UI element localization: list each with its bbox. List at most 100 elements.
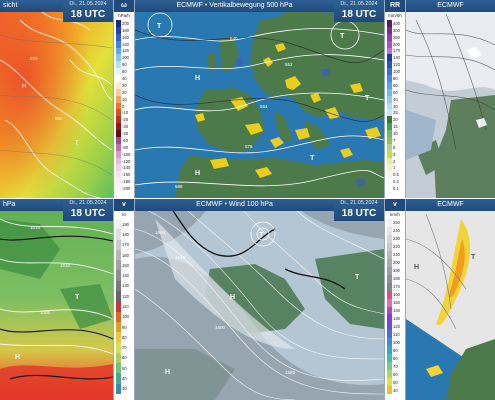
legend-swatch xyxy=(387,75,392,83)
panel-top-middle[interactable]: T H T H T T 588 576 564 552 540 ECMWF • … xyxy=(135,0,384,198)
legend-swatch xyxy=(387,171,392,179)
legend-tick-label: 40 xyxy=(122,376,127,382)
date-time-box: Di., 21.05.2024 18 UTC xyxy=(63,0,113,22)
panel-title: hPa xyxy=(0,199,63,211)
legend-swatch xyxy=(387,33,392,41)
legend-tick-label: -180 xyxy=(122,179,131,185)
isohypse-label: 552 xyxy=(285,62,293,67)
legend-swatch xyxy=(116,150,121,158)
legend-tick-label: 250 xyxy=(393,34,400,40)
legend-swatch xyxy=(387,306,392,315)
legend-swatch xyxy=(116,363,121,374)
map-label-low: T xyxy=(355,274,360,281)
legend-tick-label: 0.5 xyxy=(393,172,399,178)
map-label-low: T xyxy=(471,254,476,261)
legend-tick-label: -40 xyxy=(122,131,129,137)
isohypse-label: 564 xyxy=(260,104,268,109)
legend-swatch xyxy=(387,102,392,110)
legend-tick-label: 120 xyxy=(393,323,400,329)
legend-swatch xyxy=(387,242,392,252)
legend-swatch xyxy=(116,143,121,151)
legend-swatch xyxy=(387,143,392,151)
legend-tick-label: 30 xyxy=(122,82,127,88)
legend-tick-label: 300 xyxy=(393,27,400,33)
legend-tick-label: 170 xyxy=(393,48,400,54)
legend-tick-label: 100 xyxy=(393,339,400,345)
legend-swatch xyxy=(387,123,392,131)
legend-swatch xyxy=(116,130,121,138)
panel-title: sicht xyxy=(0,0,63,12)
forecast-time: 18 UTC xyxy=(341,9,377,20)
panel-bottom-middle[interactable]: T H T H 1660 1640 1600 1580 ECMWF • Wind… xyxy=(135,199,384,400)
legend-swatch xyxy=(116,352,121,364)
legend-tick-label: 0 xyxy=(122,103,125,109)
map-label-high: H xyxy=(230,294,235,301)
legend-tick-label: 30 xyxy=(122,386,127,392)
legend-swatch xyxy=(116,61,121,69)
legend-swatch xyxy=(387,116,392,124)
legend-colorbar xyxy=(387,20,392,193)
legend-swatch xyxy=(116,47,121,55)
legend-tick-label: 200 xyxy=(393,260,400,266)
legend-tick-label: 90 xyxy=(393,347,398,353)
legend-swatch xyxy=(116,109,121,117)
legend-unit: mm/6h xyxy=(388,13,402,18)
legend-swatch xyxy=(387,314,392,323)
legend-swatch xyxy=(387,157,392,165)
legend-tick-label: 180 xyxy=(122,231,129,237)
legend-swatch xyxy=(387,26,392,35)
legend-swatch xyxy=(387,330,392,339)
legend-tick-label: -140 xyxy=(122,165,131,171)
legend-tick-label: 240 xyxy=(393,228,400,234)
legend-tick-label: 160 xyxy=(393,292,400,298)
date-time-box: Di., 21.05.2024 18 UTC xyxy=(334,0,384,22)
legend-tick-label: 40 xyxy=(122,75,127,81)
forecast-date: Di., 21.05.2024 xyxy=(69,200,107,206)
legend-tick-label: 120 xyxy=(122,293,129,299)
legend-swatch xyxy=(116,54,121,62)
legend-tick-label: 220 xyxy=(393,244,400,250)
isohypse-label: 1660 xyxy=(155,230,166,235)
legend-swatch xyxy=(116,311,121,323)
wind-100hpa-map: T H T H 1660 1640 1600 1580 xyxy=(135,199,384,400)
map-label-high: H xyxy=(195,75,200,82)
panel-bottom-left[interactable]: 1015 1010 1005 T H hPa Di., 21.05.2024 1… xyxy=(0,199,113,400)
panel-top-left[interactable]: H T 570 564 sicht Di., 21.05.2024 18 UTC xyxy=(0,0,113,198)
legend-tick-label: 50 xyxy=(393,89,398,95)
legend-tick-label: 70 xyxy=(393,363,398,369)
panel-bottom-right[interactable]: H T ECMWF xyxy=(406,199,495,400)
legend-tick-label: 150 xyxy=(393,300,400,306)
legend-tick-label: 0.2 xyxy=(393,179,399,185)
legend-tick-label: 140 xyxy=(122,273,129,279)
legend-tick-label: 20 xyxy=(393,117,398,123)
legend-swatch xyxy=(387,354,392,363)
legend-tick-label: 130 xyxy=(122,283,129,289)
legend-swatch xyxy=(116,171,121,179)
legend-tick-label: 110 xyxy=(393,331,400,337)
legend-header: v xyxy=(385,199,405,211)
legend-tick-label: 70 xyxy=(122,345,127,351)
legend-swatch xyxy=(387,130,392,138)
legend-swatch xyxy=(387,109,392,117)
legend-tick-label: 80 xyxy=(122,62,127,68)
legend-swatch xyxy=(116,185,121,193)
forecast-time: 18 UTC xyxy=(70,9,106,20)
legend-swatch xyxy=(387,88,392,96)
legend-tick-label: 170 xyxy=(122,242,129,248)
legend-swatch xyxy=(387,150,392,158)
legend-swatch xyxy=(387,362,392,371)
legend-tick-label: 180 xyxy=(122,27,129,33)
legend-tick-label: 90 xyxy=(122,324,127,330)
forecast-time: 18 UTC xyxy=(70,208,106,219)
legend-tick-label: 5 xyxy=(393,144,396,150)
legend-tick-label: -20 xyxy=(122,117,129,123)
legend-tick-label: 210 xyxy=(393,252,400,258)
pressure-map: 1015 1010 1005 T H xyxy=(0,199,113,400)
legend-swatch xyxy=(387,81,392,90)
map-label: 564 xyxy=(55,116,63,121)
legend-colorbar xyxy=(116,219,121,395)
legend-tick-label: 250 xyxy=(393,220,400,226)
wind-gust-map: H T xyxy=(406,199,495,400)
panel-top-right[interactable]: ECMWF xyxy=(406,0,495,198)
legend-swatch xyxy=(116,373,121,384)
